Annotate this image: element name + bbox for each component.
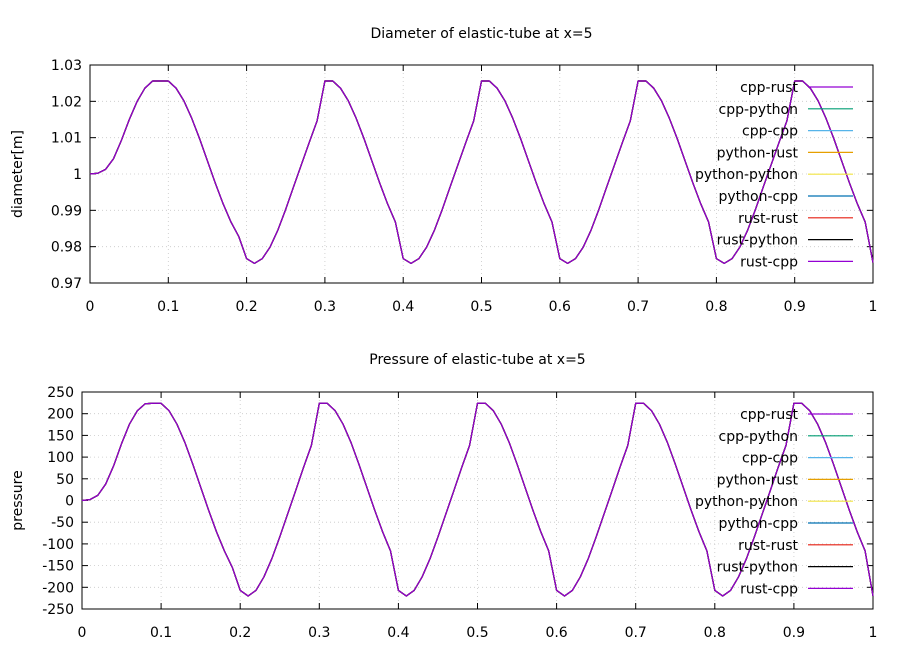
x-tick-label: 0.6 [549,299,571,315]
legend-label: cpp-rust [740,80,798,96]
x-tick-label: 0.1 [150,625,172,641]
legend-label: rust-cpp [740,581,798,597]
x-tick-label: 0 [86,299,95,315]
x-tick-label: 0.6 [545,625,567,641]
legend-label: cpp-cpp [742,124,798,140]
legend-label: python-cpp [719,516,799,532]
y-tick-label: 1 [73,167,82,183]
y-tick-label: 0.97 [51,276,82,292]
y-tick-label: -250 [42,602,74,618]
x-tick-label: 1 [869,299,878,315]
y-tick-label: -50 [51,515,74,531]
chart-title: Pressure of elastic-tube at x=5 [369,352,585,368]
y-tick-label: 0.99 [51,203,82,219]
pressure-plot: Pressure of elastic-tube at x=5 pressure 0… [10,352,877,641]
x-tick-label: 0.4 [392,299,414,315]
diameter-plot: Diameter of elastic-tube at x=5 diameter[… [10,26,877,315]
x-tick-label: 0.9 [784,299,806,315]
x-tick-label: 0.4 [387,625,409,641]
legend-label: python-python [695,167,798,183]
legend-label: rust-rust [738,211,798,227]
legend-label: python-cpp [719,189,799,205]
legend-label: python-python [695,494,798,510]
legend-label: rust-python [717,560,798,576]
x-tick-label: 0 [78,625,87,641]
y-axis-label: pressure [10,470,26,530]
y-tick-label: 150 [47,428,74,444]
y-tick-label: 50 [56,472,74,488]
x-tick-label: 0.8 [705,299,727,315]
y-tick-label: 0 [65,494,74,510]
legend-label: rust-rust [738,538,798,554]
series-line-rust-cpp [89,80,874,264]
x-tick-label: 0.5 [470,299,492,315]
x-tick-label: 0.7 [627,299,649,315]
x-tick-label: 0.8 [704,625,726,641]
y-tick-label: 1.02 [51,94,82,110]
chart-title: Diameter of elastic-tube at x=5 [370,26,592,42]
y-tick-label: 1.03 [51,58,82,74]
y-tick-label: 200 [47,407,74,423]
legend-label: cpp-cpp [742,451,798,467]
y-tick-label: 100 [47,450,74,466]
legend-label: rust-python [717,233,798,249]
x-tick-label: 0.3 [314,299,336,315]
x-tick-label: 0.9 [783,625,805,641]
x-tick-label: 0.3 [308,625,330,641]
y-tick-label: -150 [42,559,74,575]
x-tick-label: 1 [869,625,878,641]
series-line-rust-cpp [81,402,874,597]
legend-label: python-rust [717,145,799,161]
x-tick-label: 0.2 [229,625,251,641]
x-tick-label: 0.2 [235,299,257,315]
x-tick-label: 0.5 [466,625,488,641]
x-tick-label: 0.1 [157,299,179,315]
y-tick-label: 250 [47,385,74,401]
legend-label: python-rust [717,472,799,488]
y-tick-label: -100 [42,537,74,553]
legend-label: cpp-rust [740,407,798,423]
y-tick-label: -200 [42,580,74,596]
y-tick-label: 0.98 [51,240,82,256]
y-axis-label: diameter[m] [10,130,26,218]
x-tick-label: 0.7 [625,625,647,641]
y-tick-label: 1.01 [51,131,82,147]
legend-label: cpp-python [719,429,799,445]
legend-label: rust-cpp [740,254,798,270]
legend-label: cpp-python [719,102,799,118]
